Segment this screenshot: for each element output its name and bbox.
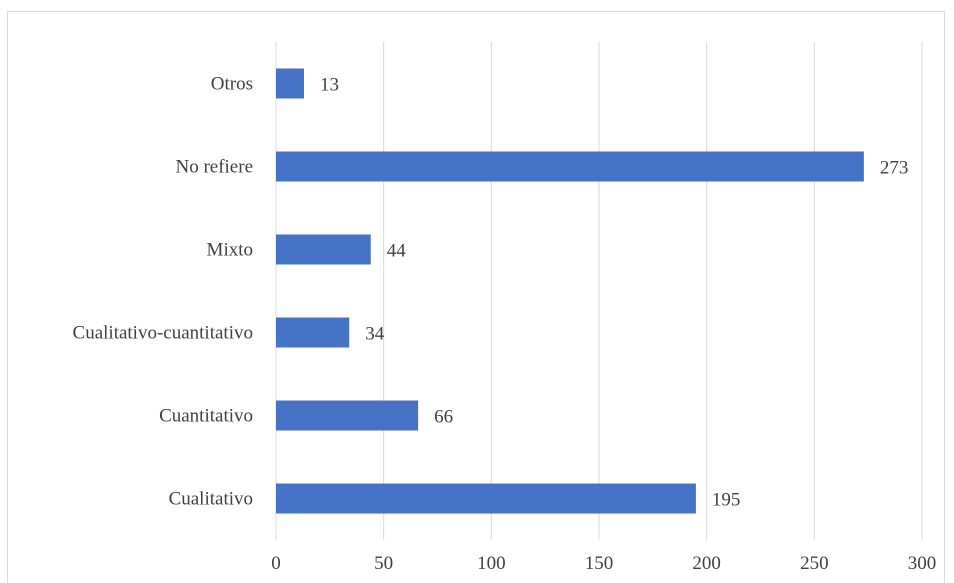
bar bbox=[276, 69, 304, 99]
bars bbox=[276, 69, 864, 514]
data-label: 273 bbox=[880, 158, 909, 179]
data-label: 66 bbox=[434, 407, 453, 428]
category-label: Otros bbox=[211, 74, 253, 95]
x-tick-label: 150 bbox=[585, 553, 614, 574]
x-tick-label: 100 bbox=[477, 553, 506, 574]
data-label: 195 bbox=[712, 490, 741, 511]
category-label: Cuantitativo bbox=[159, 406, 253, 427]
bar bbox=[276, 235, 371, 265]
category-label: Mixto bbox=[207, 240, 253, 261]
grid-lines bbox=[276, 42, 922, 540]
category-label: Cualitativo-cuantitativo bbox=[73, 323, 253, 344]
x-tick-label: 50 bbox=[374, 553, 393, 574]
x-tick-label: 300 bbox=[908, 553, 937, 574]
bar bbox=[276, 318, 349, 348]
bar bbox=[276, 484, 696, 514]
data-label: 13 bbox=[320, 75, 339, 96]
bar bbox=[276, 152, 864, 182]
data-label: 44 bbox=[387, 241, 407, 262]
x-tick-label: 200 bbox=[692, 553, 721, 574]
bar bbox=[276, 401, 418, 431]
category-label: Cualitativo bbox=[169, 489, 253, 510]
x-tick-label: 0 bbox=[271, 553, 281, 574]
category-label: No refiere bbox=[175, 157, 253, 178]
x-tick-label: 250 bbox=[800, 553, 829, 574]
data-label: 34 bbox=[365, 324, 385, 345]
